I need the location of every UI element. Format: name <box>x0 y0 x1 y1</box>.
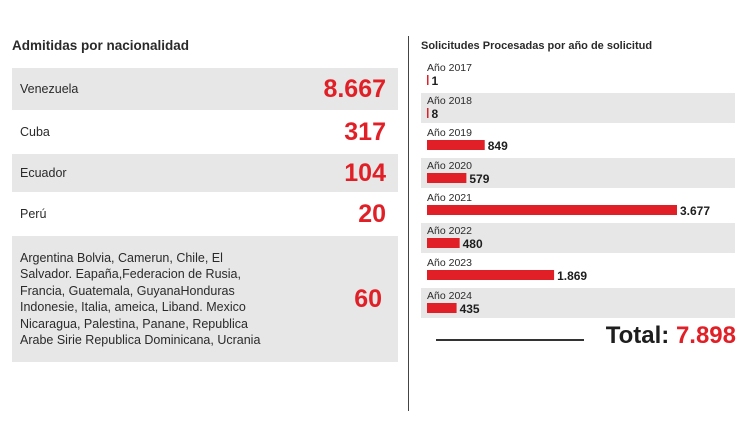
nationality-row-others: Argentina Bolvia, Camerun, Chile, El Sal… <box>12 236 398 362</box>
bar <box>427 302 457 313</box>
bar-value-label: 480 <box>463 237 483 251</box>
nationality-name: Perú <box>20 206 47 221</box>
bar-value-label: 849 <box>488 139 508 153</box>
year-label: Año 2017 <box>427 62 472 74</box>
year-row: Año 2017 1 <box>421 60 735 91</box>
bar-value-label: 8 <box>432 107 439 121</box>
bar-svg: 849 <box>427 139 508 153</box>
admitidas-title: Admitidas por nacionalidad <box>12 38 190 53</box>
year-row: Año 2022 480 <box>421 222 735 253</box>
bar-svg: 480 <box>427 237 483 251</box>
bar-svg: 579 <box>427 172 490 186</box>
total-value: 7.898 <box>675 322 736 349</box>
total-text: Total: 7.898 <box>606 322 736 350</box>
year-label: Año 2019 <box>427 127 472 139</box>
nationality-count: 8.667 <box>323 74 386 103</box>
bar-value-label: 1 <box>432 74 439 88</box>
bar-svg: 1 <box>427 74 439 88</box>
bar-svg: 1.869 <box>427 269 587 283</box>
nationality-name: Argentina Bolvia, Camerun, Chile, El Sal… <box>20 250 261 348</box>
year-row: Año 2020 579 <box>421 157 735 188</box>
nationality-row-peru: Perú 20 <box>12 196 398 232</box>
bar <box>427 205 677 215</box>
total-rule <box>436 339 584 341</box>
year-label: Año 2018 <box>427 94 472 107</box>
total-block: Total: 7.898 <box>436 322 736 356</box>
total-label: Total: <box>605 322 670 349</box>
bar-value-label: 579 <box>469 172 489 186</box>
nationality-name: Cuba <box>20 124 50 139</box>
bar-value-label: 435 <box>460 302 480 316</box>
year-label: Año 2020 <box>427 159 472 172</box>
nationality-row-cuba: Cuba 317 <box>12 114 398 150</box>
nationality-name: Ecuador <box>20 165 67 180</box>
nationality-row-ecuador: Ecuador 104 <box>12 154 398 192</box>
bar <box>427 237 460 248</box>
year-row: Año 2021 3.677 <box>421 190 735 221</box>
bar <box>427 270 555 280</box>
year-row: Año 2019 849 <box>421 125 735 156</box>
panel-divider <box>408 36 409 411</box>
nationality-count: 20 <box>358 199 386 228</box>
year-label: Año 2021 <box>427 192 472 204</box>
nationality-count: 60 <box>354 284 382 313</box>
bar <box>427 140 485 150</box>
nationality-count: 317 <box>344 117 386 146</box>
year-row: Año 2024 435 <box>421 287 735 318</box>
year-row: Año 2018 8 <box>421 92 735 123</box>
bar-svg: 3.677 <box>427 204 710 218</box>
year-label: Año 2023 <box>427 257 472 269</box>
bar-chart: Año 2017 1 Año 2018 8 Año 2019 849 Año 2… <box>421 60 735 318</box>
year-label: Año 2022 <box>427 224 472 237</box>
bar <box>427 172 467 183</box>
bar-value-label: 3.677 <box>680 204 710 218</box>
solicitudes-panel: Solicitudes Procesadas por año de solici… <box>421 36 735 320</box>
bar <box>427 107 429 118</box>
year-row: Año 2023 1.869 <box>421 255 735 286</box>
nationality-name: Venezuela <box>20 81 79 96</box>
nationality-count: 104 <box>344 158 386 187</box>
admitidas-panel: Admitidas por nacionalidad Venezuela 8.6… <box>12 36 398 366</box>
bar-svg: 8 <box>427 107 439 121</box>
bar <box>427 75 429 85</box>
bar-svg: 435 <box>427 302 480 316</box>
year-label: Año 2024 <box>427 289 472 302</box>
bar-value-label: 1.869 <box>557 269 587 283</box>
nationality-row-venezuela: Venezuela 8.667 <box>12 68 398 110</box>
chart-title: Solicitudes Procesadas por año de solici… <box>421 40 653 52</box>
